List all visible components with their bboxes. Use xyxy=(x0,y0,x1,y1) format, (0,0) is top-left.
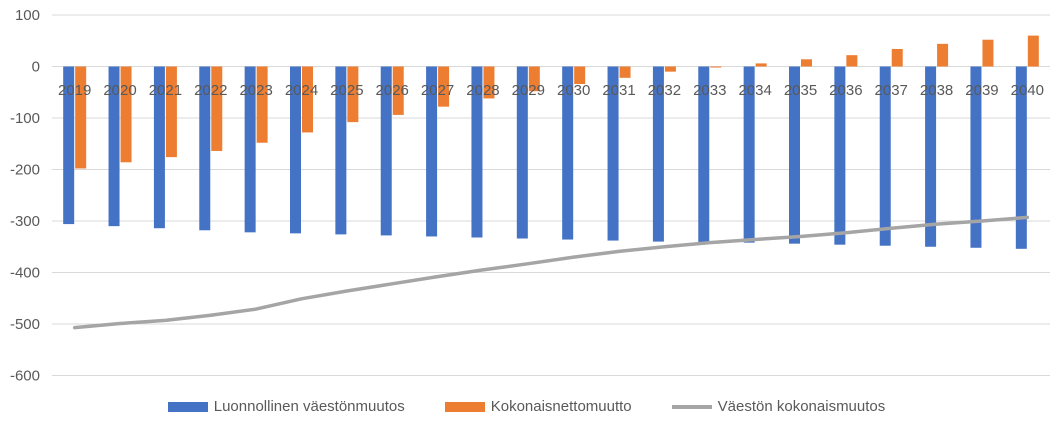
bar-net-migration xyxy=(75,66,87,169)
x-tick-label: 2024 xyxy=(285,82,318,99)
bar-natural-change xyxy=(153,66,165,229)
bar-net-migration xyxy=(937,43,949,67)
legend-item-net-migration: Kokonaisnettomuutto xyxy=(444,398,632,415)
x-axis-tick-labels: 2019 2020 2021 2022 2023 2024 2025 2026 2027 2028… xyxy=(58,82,1044,99)
bar-natural-change xyxy=(516,66,528,239)
bar-natural-change xyxy=(471,66,483,238)
x-tick-label: 2036 xyxy=(829,82,862,99)
x-tick-label: 2039 xyxy=(965,82,998,99)
bar-natural-change xyxy=(925,66,937,247)
y-tick-label: -400 xyxy=(10,265,40,282)
x-tick-label: 2032 xyxy=(648,82,681,99)
bar-net-migration xyxy=(710,66,722,68)
x-tick-label: 2033 xyxy=(693,82,726,99)
bar-natural-change xyxy=(199,66,211,231)
bar-net-migration xyxy=(120,66,132,163)
y-tick-label: -300 xyxy=(10,213,40,230)
bar-natural-change xyxy=(63,66,75,225)
bar-net-migration xyxy=(392,66,404,115)
x-tick-label: 2020 xyxy=(103,82,136,99)
x-tick-label: 2019 xyxy=(58,82,91,99)
bar-natural-change xyxy=(698,66,710,243)
y-tick-label: 100 xyxy=(15,7,40,24)
legend-label-total-change: Väestön kokonaismuutos xyxy=(717,398,886,415)
bar-natural-change xyxy=(244,66,256,233)
legend: Luonnollinen väestönmuutos Kokonaisnetto… xyxy=(0,398,1053,415)
bar-net-migration xyxy=(302,66,313,133)
bar-net-migration xyxy=(755,63,767,67)
x-tick-label: 2023 xyxy=(239,82,272,99)
bar-net-migration xyxy=(891,48,903,67)
x-tick-label: 2028 xyxy=(466,82,499,99)
y-tick-label: -600 xyxy=(10,368,40,385)
bar-net-migration xyxy=(347,66,359,123)
bar-net-migration xyxy=(846,55,858,67)
bar-net-migration xyxy=(619,66,631,78)
bar-net-migration xyxy=(256,66,268,143)
bar-net-migration xyxy=(574,66,586,85)
bar-natural-change xyxy=(290,66,301,234)
y-axis-tick-labels: 100 0 -100 -200 -300 -400 -500 -600 xyxy=(10,7,40,385)
bar-net-migration xyxy=(528,66,540,92)
x-tick-label: 2030 xyxy=(557,82,590,99)
bar-net-migration xyxy=(982,39,994,67)
bar-natural-change xyxy=(834,66,846,245)
x-tick-label: 2026 xyxy=(376,82,409,99)
x-tick-label: 2035 xyxy=(784,82,817,99)
y-tick-label: 0 xyxy=(32,59,40,76)
x-tick-label: 2027 xyxy=(421,82,454,99)
bar-net-migration xyxy=(211,66,223,151)
x-tick-label: 2022 xyxy=(194,82,227,99)
bar-natural-change xyxy=(380,66,392,236)
y-tick-label: -500 xyxy=(10,316,40,333)
legend-item-total-change: Väestön kokonaismuutos xyxy=(671,398,886,415)
x-tick-label: 2038 xyxy=(920,82,953,99)
legend-swatch-natural-change xyxy=(167,401,208,412)
bar-natural-change xyxy=(652,66,664,242)
bar-natural-change xyxy=(108,66,120,227)
y-tick-label: -200 xyxy=(10,162,40,179)
bar-natural-change xyxy=(970,66,982,248)
bar-natural-change xyxy=(1015,66,1027,249)
bar-net-migration xyxy=(664,66,676,72)
chart-plot: 100 0 -100 -200 -300 -400 -500 -600 2019 2020 202… xyxy=(10,7,1050,385)
x-tick-label: 2037 xyxy=(875,82,908,99)
legend-swatch-total-change xyxy=(671,404,712,409)
x-tick-label: 2031 xyxy=(602,82,635,99)
bar-net-migration xyxy=(483,66,495,99)
legend-item-natural-change: Luonnollinen väestönmuutos xyxy=(167,398,405,415)
bar-natural-change xyxy=(743,66,755,243)
bar-net-migration xyxy=(1027,35,1039,67)
series-line-total-change xyxy=(72,215,1030,330)
bar-natural-change xyxy=(335,66,347,235)
bar-natural-change xyxy=(426,66,438,237)
bar-natural-change xyxy=(879,66,891,246)
x-tick-label: 2034 xyxy=(738,82,771,99)
series-line-layer xyxy=(72,215,1030,330)
legend-swatch-net-migration xyxy=(444,401,485,412)
bar-natural-change xyxy=(562,66,574,240)
x-tick-label: 2025 xyxy=(330,82,363,99)
bar-natural-change xyxy=(607,66,619,241)
y-tick-label: -100 xyxy=(10,110,40,127)
bar-net-migration xyxy=(165,66,177,158)
bar-net-migration xyxy=(438,66,450,107)
legend-label-natural-change: Luonnollinen väestönmuutos xyxy=(213,398,405,415)
legend-label-net-migration: Kokonaisnettomuutto xyxy=(490,398,632,415)
x-tick-label: 2029 xyxy=(512,82,545,99)
x-tick-label: 2021 xyxy=(149,82,182,99)
x-tick-label: 2040 xyxy=(1011,82,1044,99)
bar-net-migration xyxy=(801,59,812,67)
bar-natural-change xyxy=(789,66,800,244)
bars xyxy=(63,35,1039,249)
